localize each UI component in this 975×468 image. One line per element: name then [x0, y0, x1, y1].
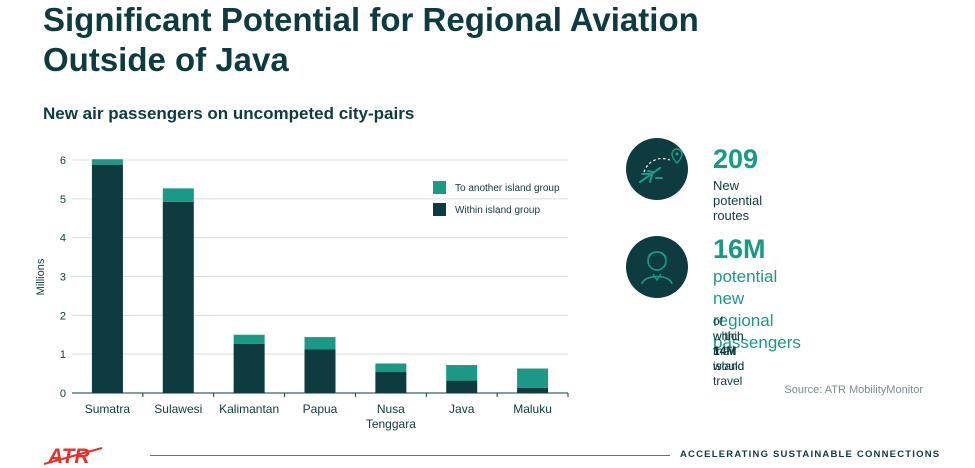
y-tick-label: 1 [60, 349, 66, 361]
x-tick-label: Kalimantan [219, 402, 279, 416]
bar-to-another-island-group [375, 363, 407, 373]
bar-within-island-group [304, 349, 336, 393]
y-tick-label: 4 [60, 233, 66, 245]
legend-swatch [433, 181, 446, 194]
stat-passengers-note-2: within their island [713, 329, 745, 373]
y-tick-label: 2 [60, 310, 66, 322]
x-tick-label: Tenggara [366, 417, 416, 431]
bar-within-island-group [91, 164, 123, 393]
bar-to-another-island-group [304, 337, 336, 350]
atr-logo: ATR [43, 445, 103, 466]
legend-label: Within island group [455, 205, 540, 216]
bar-to-another-island-group [162, 188, 194, 202]
y-tick-label: 5 [60, 194, 66, 206]
plane-route-icon [626, 138, 688, 200]
x-tick-label: Maluku [513, 402, 552, 416]
x-tick-label: Sulawesi [154, 402, 202, 416]
stat-passengers-note: of which 14M would travel [713, 314, 744, 389]
page-title: Significant Potential for Regional Aviat… [43, 1, 699, 78]
stat-routes-value: 209 [713, 144, 759, 174]
y-axis-label: Millions [35, 258, 47, 295]
y-tick-label: 6 [60, 155, 66, 167]
svg-text:ATR: ATR [47, 445, 90, 466]
legend-label: To another island group [455, 183, 560, 194]
bar-within-island-group [162, 201, 194, 393]
note-pre: of which [713, 314, 744, 343]
passenger-icon [626, 236, 688, 298]
legend-swatch [433, 203, 446, 216]
bar-within-island-group [517, 387, 549, 393]
note-bold: 14M [713, 344, 737, 358]
x-tick-label: Papua [303, 402, 338, 416]
source-note: Source: ATR MobilityMonitor [784, 384, 923, 396]
stat-passengers-label-1: potential [713, 267, 778, 286]
bar-to-another-island-group [517, 368, 549, 388]
bar-within-island-group [375, 372, 407, 393]
bar-to-another-island-group [233, 334, 265, 344]
bar-to-another-island-group [91, 159, 123, 165]
stat-routes-label: New potential routes [713, 178, 763, 223]
x-tick-label: Nusa [377, 402, 405, 416]
bar-within-island-group [446, 380, 478, 393]
bar-to-another-island-group [446, 365, 478, 381]
y-tick-label: 0 [60, 388, 66, 400]
x-tick-label: Sumatra [85, 402, 131, 416]
footer-tagline: ACCELERATING SUSTAINABLE CONNECTIONS [680, 449, 941, 460]
bar-within-island-group [233, 343, 265, 393]
note-post: would travel [713, 359, 745, 388]
x-tick-label: Java [449, 402, 475, 416]
stat-passengers-label-2: new regional passengers [713, 289, 801, 352]
chart-subtitle: New air passengers on uncompeted city-pa… [43, 104, 415, 123]
stat-passengers-value: 16M [713, 234, 766, 264]
y-tick-label: 3 [60, 272, 66, 284]
footer-line [150, 455, 670, 456]
